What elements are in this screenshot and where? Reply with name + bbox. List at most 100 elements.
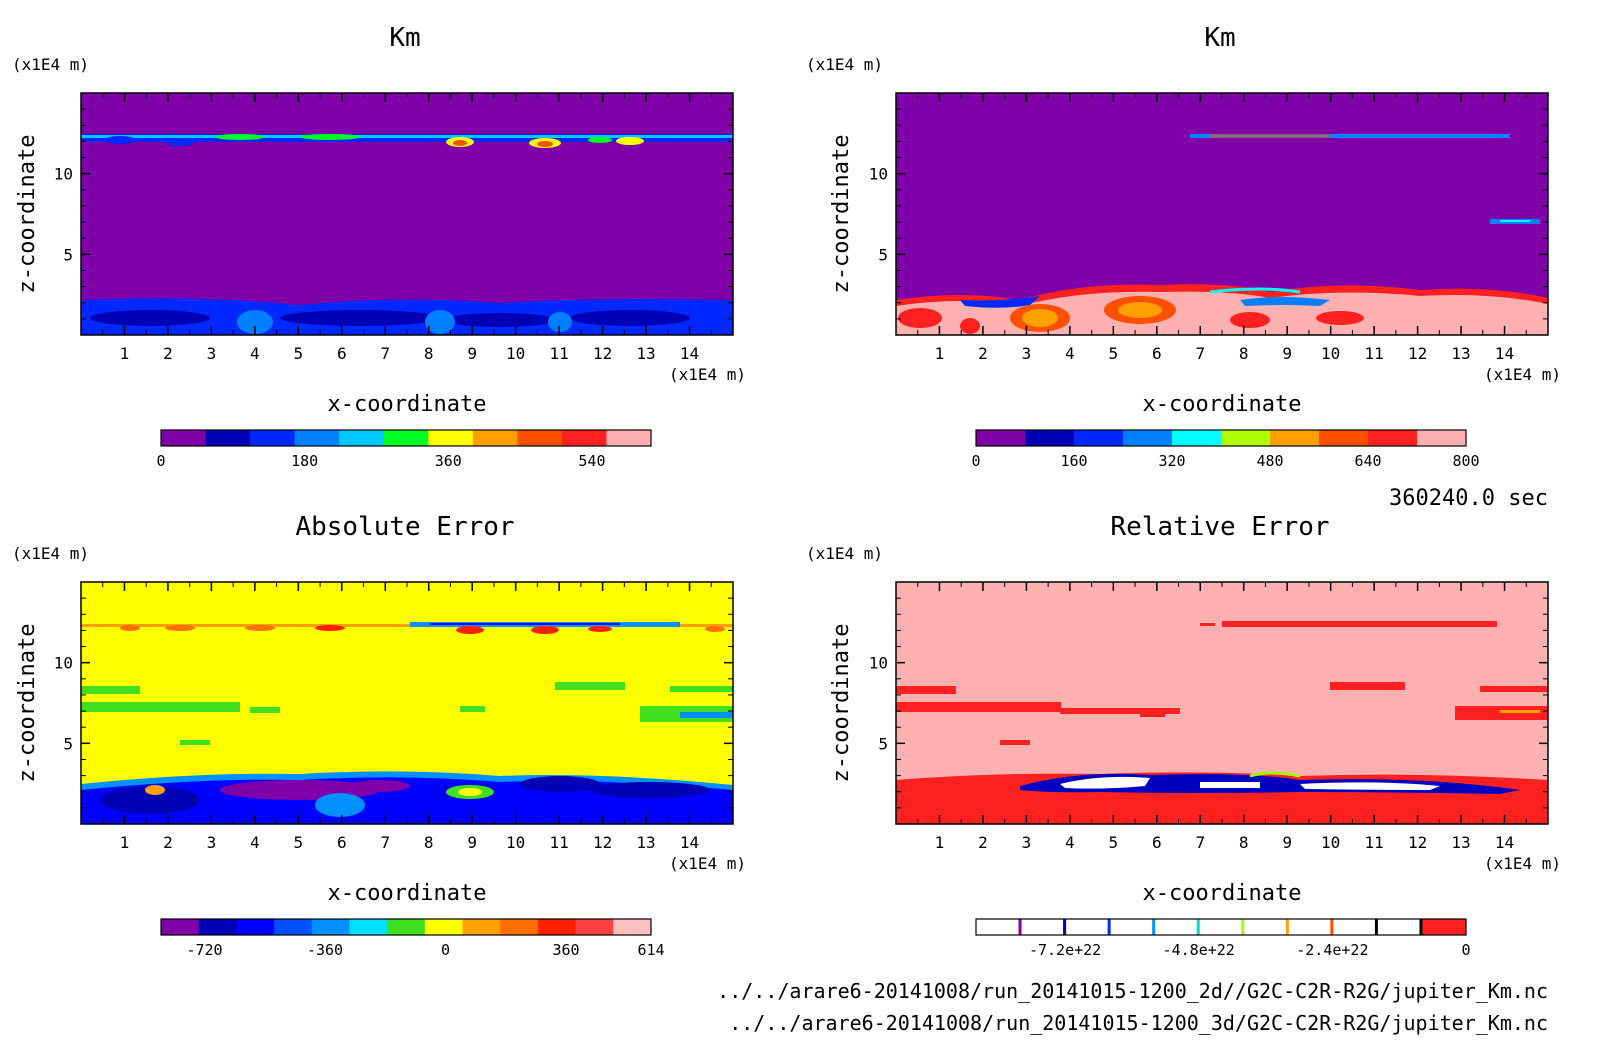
panel-absolute-error: Absolute Error (x1E4 m) — [12, 512, 746, 959]
x-tick-label: 7 — [380, 833, 390, 852]
x-unit-label: (x1E4 m) — [669, 854, 746, 873]
y-ticks: 5 10 — [54, 108, 733, 320]
x-tick-label: 4 — [250, 344, 260, 363]
x-tick-label: 6 — [337, 833, 347, 852]
x-ticks: 1 2 3 4 5 6 7 8 9 10 11 12 13 14 — [102, 582, 712, 852]
colorbar-segment — [606, 430, 652, 446]
colorbar-segment — [1172, 430, 1222, 446]
colorbar-tick-label: 614 — [637, 941, 664, 959]
colorbar-tick-label: 0 — [441, 941, 450, 959]
x-tick-label: 9 — [1282, 833, 1292, 852]
colorbar: -7.2e+22 -4.8e+22 -2.4e+22 0 — [975, 918, 1471, 959]
x-tick-label: 14 — [1495, 344, 1514, 363]
colorbar-segment — [1287, 919, 1333, 935]
x-tick-label: 9 — [1282, 344, 1292, 363]
x-tick-label: 8 — [424, 344, 434, 363]
colorbar-segment — [198, 919, 237, 935]
x-tick-label: 4 — [1065, 833, 1075, 852]
x-tick-label: 13 — [1451, 344, 1470, 363]
x-ticks: 1 2 3 4 5 6 7 8 9 10 11 12 13 14 — [917, 93, 1527, 363]
y-axis-label: z-coordinate — [829, 135, 854, 294]
x-tick-label: 1 — [120, 833, 130, 852]
x-tick-label: 13 — [1451, 833, 1470, 852]
x-tick-label: 2 — [163, 833, 173, 852]
x-axis-label: x-coordinate — [328, 881, 487, 906]
colorbar-tick-label: 160 — [1060, 452, 1087, 470]
x-ticks: 1 2 3 4 5 6 7 8 9 10 11 12 13 14 — [917, 582, 1527, 852]
x-unit-label: (x1E4 m) — [1484, 365, 1561, 384]
y-axis-label: z-coordinate — [15, 624, 40, 783]
x-axis-label: x-coordinate — [1143, 881, 1302, 906]
y-unit-label: (x1E4 m) — [806, 544, 883, 563]
plot-area — [80, 581, 734, 825]
x-tick-label: 11 — [1365, 833, 1384, 852]
colorbar-tick-label: -7.2e+22 — [1029, 941, 1101, 959]
colorbar-segment — [472, 430, 518, 446]
colorbar-segment — [161, 919, 200, 935]
colorbar-tick-label: 180 — [291, 452, 318, 470]
x-tick-label: 10 — [506, 833, 525, 852]
x-axis-label: x-coordinate — [328, 392, 487, 417]
panel-title: Km — [389, 23, 420, 53]
plot-area — [80, 92, 734, 336]
y-axis-label: z-coordinate — [829, 624, 854, 783]
colorbar-separator — [1107, 919, 1111, 935]
x-tick-label: 7 — [1195, 833, 1205, 852]
y-unit-label: (x1E4 m) — [806, 55, 883, 74]
x-tick-label: 8 — [1239, 833, 1249, 852]
colorbar-segment — [1417, 430, 1467, 446]
colorbar-segment — [976, 430, 1026, 446]
time-label: 360240.0 sec — [1389, 486, 1548, 511]
colorbar-segment — [575, 919, 614, 935]
x-tick-label: 9 — [467, 833, 477, 852]
x-tick-label: 5 — [294, 344, 304, 363]
colorbar: -720 -360 0 360 614 — [160, 918, 665, 959]
x-tick-label: 6 — [1152, 833, 1162, 852]
colorbar-segment — [500, 919, 539, 935]
colorbar-segment — [349, 919, 388, 935]
x-tick-label: 3 — [207, 833, 217, 852]
y-ticks: 5 10 — [54, 597, 733, 809]
colorbar-tick-label: 640 — [1354, 452, 1381, 470]
x-tick-label: 14 — [680, 344, 699, 363]
colorbar-segment — [387, 919, 426, 935]
x-tick-label: 12 — [593, 833, 612, 852]
colorbar-tick-label: -2.4e+22 — [1296, 941, 1368, 959]
x-tick-label: 8 — [1239, 344, 1249, 363]
x-unit-label: (x1E4 m) — [1484, 854, 1561, 873]
file-path-3d: ../../arare6-20141008/run_20141015-1200_… — [729, 1011, 1548, 1035]
colorbar-segment — [1109, 919, 1155, 935]
panel-title: Relative Error — [1110, 512, 1329, 542]
colorbar-tick-label: 800 — [1452, 452, 1479, 470]
x-tick-label: 13 — [636, 833, 655, 852]
y-unit-label: (x1E4 m) — [12, 55, 89, 74]
panel-title: Km — [1204, 23, 1235, 53]
colorbar-segment — [1154, 919, 1200, 935]
y-unit-label: (x1E4 m) — [12, 544, 89, 563]
y-axis-label: z-coordinate — [15, 135, 40, 294]
x-tick-label: 2 — [978, 833, 988, 852]
colorbar-frame — [160, 429, 652, 447]
colorbar-segment — [561, 430, 607, 446]
x-tick-label: 1 — [935, 344, 945, 363]
colorbar-segment — [236, 919, 275, 935]
x-tick-label: 10 — [1321, 344, 1340, 363]
x-tick-label: 12 — [1408, 833, 1427, 852]
colorbar-segment — [294, 430, 340, 446]
y-ticks: 5 10 — [869, 597, 1548, 809]
colorbar-segment — [517, 430, 563, 446]
colorbar-tick-label: 360 — [435, 452, 462, 470]
x-tick-label: 6 — [1152, 344, 1162, 363]
colorbar-segment — [976, 919, 1022, 935]
panel-title: Absolute Error — [295, 512, 514, 542]
colorbar-segment — [250, 430, 296, 446]
x-tick-label: 3 — [1022, 344, 1032, 363]
panel-km-3d: Km (x1E4 m) 1 2 3 4 5 6 7 8 9 10 11 12 13 14 510 (x1E… — [806, 23, 1561, 470]
x-tick-label: 6 — [337, 344, 347, 363]
x-tick-label: 3 — [1022, 833, 1032, 852]
colorbar-segment — [1020, 919, 1066, 935]
x-tick-label: 8 — [424, 833, 434, 852]
colorbar-segment — [311, 919, 350, 935]
x-tick-label: 11 — [550, 833, 569, 852]
